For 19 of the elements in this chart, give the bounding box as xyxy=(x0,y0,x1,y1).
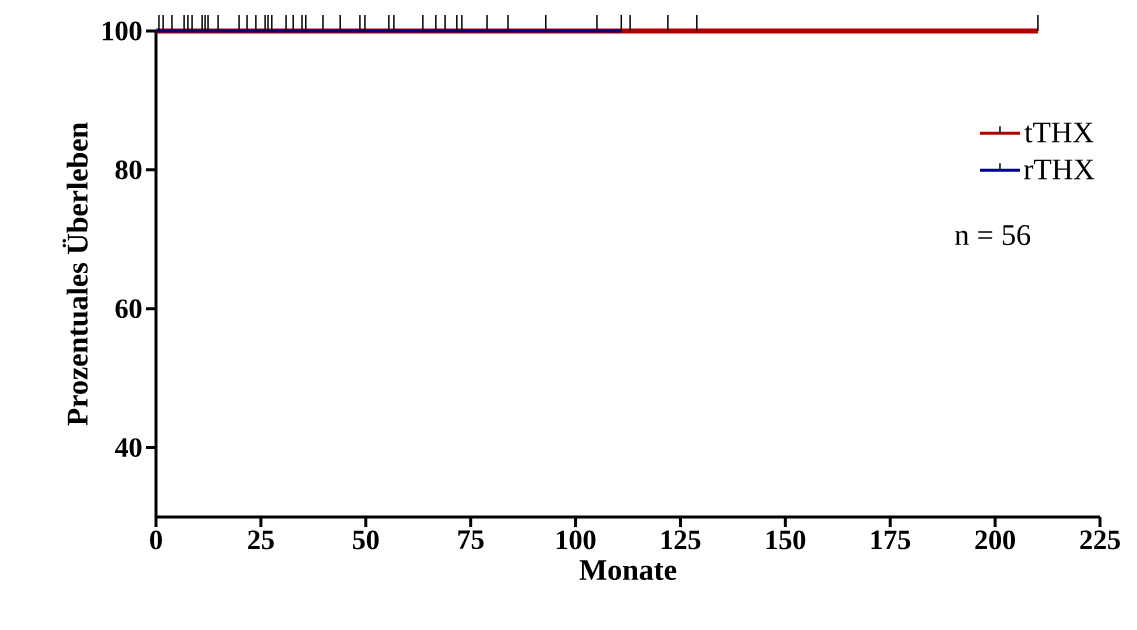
x-tick-label: 50 xyxy=(352,530,379,550)
x-tick-label: 75 xyxy=(458,530,484,550)
annotation: n = 56 xyxy=(955,225,1031,246)
y-tick-label: 60 xyxy=(115,299,142,319)
x-tick-label: 25 xyxy=(248,530,274,550)
y-axis-title: Prozentuales Überleben xyxy=(62,122,88,426)
x-tick-label: 150 xyxy=(766,530,806,550)
x-axis-title: Monate xyxy=(579,560,677,581)
legend-label: rTHX xyxy=(1024,159,1095,180)
legend-label: tTHX xyxy=(1024,122,1094,143)
y-tick-label: 100 xyxy=(102,21,142,41)
y-tick-label: 80 xyxy=(115,160,142,180)
x-tick-label: 200 xyxy=(975,530,1015,550)
x-tick-label: 225 xyxy=(1080,530,1120,550)
x-tick-label: 0 xyxy=(150,530,162,550)
x-tick-label: 125 xyxy=(661,530,701,550)
y-tick-label: 40 xyxy=(114,438,142,457)
x-tick-label: 100 xyxy=(556,530,596,550)
x-tick-label: 175 xyxy=(871,530,911,550)
